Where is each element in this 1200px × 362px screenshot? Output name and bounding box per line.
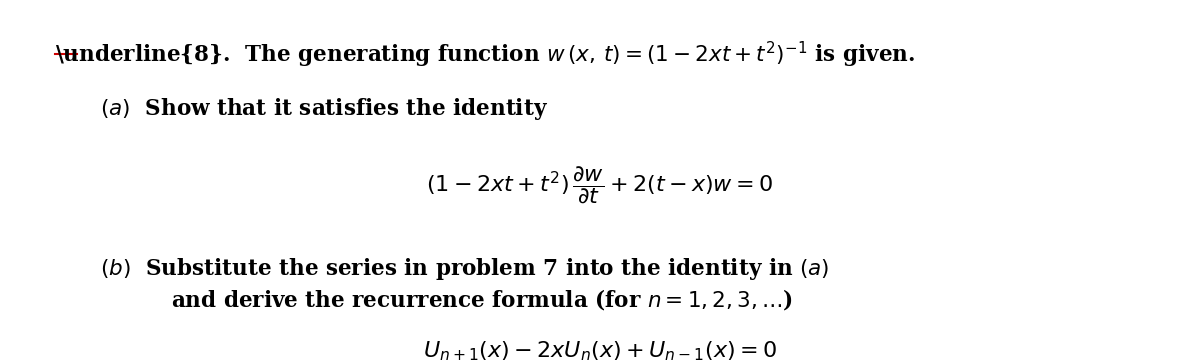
Text: and derive the recurrence formula (for $n = 1, 2, 3, \ldots$): and derive the recurrence formula (for $…: [170, 287, 793, 312]
Text: $(1 - 2xt + t^2)\,\dfrac{\partial w}{\partial t} + 2(t - x)w = 0$: $(1 - 2xt + t^2)\,\dfrac{\partial w}{\pa…: [426, 164, 774, 206]
Text: $(b)$  Substitute the series in problem 7 into the identity in $(a)$: $(b)$ Substitute the series in problem 7…: [100, 256, 829, 282]
Text: $U_{n+1}(x) - 2xU_n(x) + U_{n-1}(x) = 0$: $U_{n+1}(x) - 2xU_n(x) + U_{n-1}(x) = 0$: [424, 340, 776, 362]
Text: $(a)$  Show that it satisfies the identity: $(a)$ Show that it satisfies the identit…: [100, 96, 547, 122]
Text: \underline{8}.  The generating function $w\,(x,\,t) = (1 - 2xt + t^2)^{-1}$ is g: \underline{8}. The generating function $…: [55, 39, 916, 70]
